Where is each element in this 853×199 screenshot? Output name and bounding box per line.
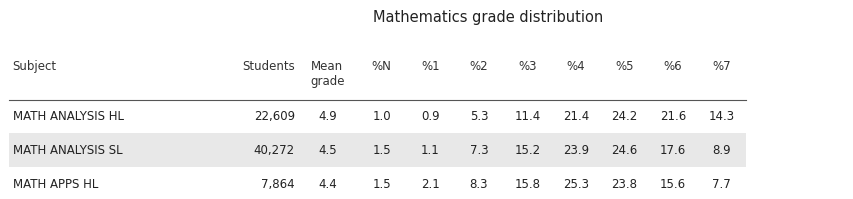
- Text: MATH ANALYSIS HL: MATH ANALYSIS HL: [13, 110, 124, 123]
- FancyBboxPatch shape: [9, 133, 745, 167]
- Text: 14.3: 14.3: [708, 110, 734, 123]
- Text: 8.9: 8.9: [711, 144, 730, 157]
- Text: 1.5: 1.5: [372, 144, 391, 157]
- Text: 40,272: 40,272: [253, 144, 294, 157]
- Text: 1.0: 1.0: [372, 110, 391, 123]
- Text: 2.1: 2.1: [421, 178, 439, 191]
- Text: 7,864: 7,864: [261, 178, 294, 191]
- Text: 0.9: 0.9: [421, 110, 439, 123]
- Text: 25.3: 25.3: [562, 178, 589, 191]
- Text: 24.6: 24.6: [611, 144, 637, 157]
- Text: MATH ANALYSIS SL: MATH ANALYSIS SL: [13, 144, 122, 157]
- Text: 21.6: 21.6: [659, 110, 685, 123]
- Text: 24.2: 24.2: [611, 110, 637, 123]
- Text: Students: Students: [241, 60, 294, 73]
- Text: 15.2: 15.2: [514, 144, 540, 157]
- Text: 4.4: 4.4: [317, 178, 336, 191]
- Text: Subject: Subject: [13, 60, 57, 73]
- Text: %5: %5: [614, 60, 633, 73]
- Text: 7.7: 7.7: [711, 178, 730, 191]
- Text: 15.6: 15.6: [659, 178, 685, 191]
- Text: 4.5: 4.5: [317, 144, 336, 157]
- Text: 23.9: 23.9: [562, 144, 589, 157]
- Text: 7.3: 7.3: [469, 144, 488, 157]
- Text: 23.8: 23.8: [611, 178, 637, 191]
- Text: 8.3: 8.3: [469, 178, 488, 191]
- Text: %6: %6: [663, 60, 682, 73]
- Text: %2: %2: [469, 60, 488, 73]
- Text: MATH APPS HL: MATH APPS HL: [13, 178, 98, 191]
- Text: %N: %N: [371, 60, 392, 73]
- Text: 11.4: 11.4: [514, 110, 540, 123]
- Text: %1: %1: [421, 60, 439, 73]
- Text: %3: %3: [518, 60, 536, 73]
- Text: 5.3: 5.3: [469, 110, 488, 123]
- Text: 15.8: 15.8: [514, 178, 540, 191]
- Text: 4.9: 4.9: [317, 110, 336, 123]
- Text: %4: %4: [566, 60, 584, 73]
- Text: 17.6: 17.6: [659, 144, 685, 157]
- Text: %7: %7: [711, 60, 730, 73]
- Text: 21.4: 21.4: [562, 110, 589, 123]
- Text: 1.5: 1.5: [372, 178, 391, 191]
- Text: 1.1: 1.1: [421, 144, 439, 157]
- Text: Mathematics grade distribution: Mathematics grade distribution: [373, 10, 602, 25]
- Text: 22,609: 22,609: [253, 110, 294, 123]
- Text: Mean
grade: Mean grade: [310, 60, 345, 89]
